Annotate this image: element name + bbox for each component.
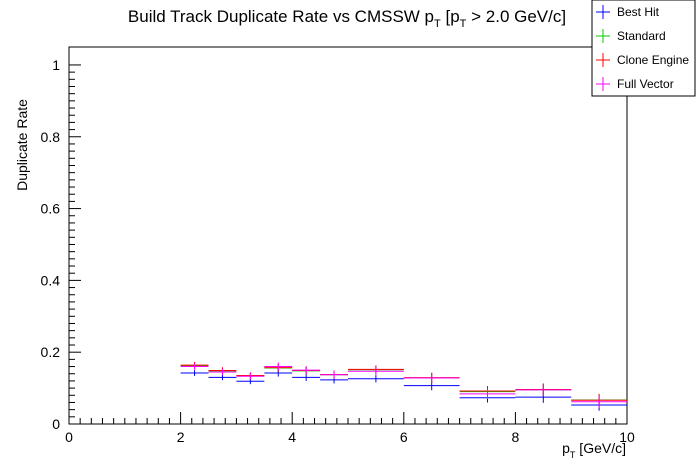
axis-ticks: [68, 64, 628, 425]
title-tail: > 2.0 GeV/c]: [466, 7, 566, 26]
data-point: [348, 375, 404, 383]
legend-label: Clone Engine: [617, 53, 689, 67]
data-point: [180, 363, 209, 370]
x-label-main: p: [562, 440, 570, 456]
y-tick-label: 1: [52, 57, 60, 73]
x-label-tail: [GeV/c]: [575, 440, 626, 456]
chart-title: Build Track Duplicate Rate vs CMSSW pT […: [128, 7, 566, 30]
x-label-sub: T: [570, 450, 576, 460]
axis-tick-labels: 0 2 4 6 8 10 0 0.2 0.4 0.6 0.8 1: [41, 57, 635, 445]
x-tick-label: 6: [400, 429, 408, 445]
data-point: [320, 370, 348, 379]
title-main: Build Track Duplicate Rate vs CMSSW p: [128, 7, 434, 26]
legend-items: Best Hit Standard Clone Engine Full Vector: [596, 5, 689, 91]
legend-label: Standard: [617, 29, 666, 43]
data-point: [459, 388, 516, 399]
data-point: [236, 373, 265, 380]
legend-item: Best Hit: [596, 5, 660, 19]
y-axis-label: Duplicate Rate: [14, 99, 30, 191]
data-point: [292, 366, 321, 375]
y-tick-label: 0.2: [41, 344, 61, 360]
data-point: [292, 373, 321, 381]
x-tick-label: 8: [512, 429, 520, 445]
x-tick-label: 4: [288, 429, 296, 445]
y-tick-label: 0.8: [41, 129, 61, 145]
title-mid: [p: [441, 7, 460, 26]
x-axis-label: pT [GeV/c]: [562, 440, 626, 460]
title-sub: T: [434, 18, 441, 30]
y-tick-label: 0: [52, 416, 60, 432]
data-point: [515, 383, 572, 396]
series-clone-engine: [180, 361, 627, 407]
title-sub2: T: [460, 18, 467, 30]
legend-label: Full Vector: [617, 77, 674, 91]
legend-item: Full Vector: [596, 77, 674, 91]
legend-item: Clone Engine: [596, 53, 689, 67]
y-tick-label: 0.6: [41, 201, 61, 217]
legend-item: Standard: [596, 29, 666, 43]
x-tick-label: 2: [177, 429, 185, 445]
series-full-vector: [180, 362, 627, 408]
y-tick-label: 0.4: [41, 272, 61, 288]
legend-box: [591, 0, 696, 97]
data-point: [208, 374, 237, 381]
data-point: [403, 373, 460, 384]
legend: Best Hit Standard Clone Engine Full Vector: [591, 0, 696, 97]
chart-marks: [180, 361, 627, 411]
data-point: [348, 367, 404, 376]
legend-label: Best Hit: [617, 5, 660, 19]
x-tick-label: 10: [619, 429, 635, 445]
data-point: [180, 370, 209, 376]
data-point: [571, 395, 627, 408]
data-point: [208, 368, 237, 376]
plot-frame: [68, 46, 628, 425]
x-tick-label: 0: [65, 429, 73, 445]
data-point: [264, 362, 293, 371]
